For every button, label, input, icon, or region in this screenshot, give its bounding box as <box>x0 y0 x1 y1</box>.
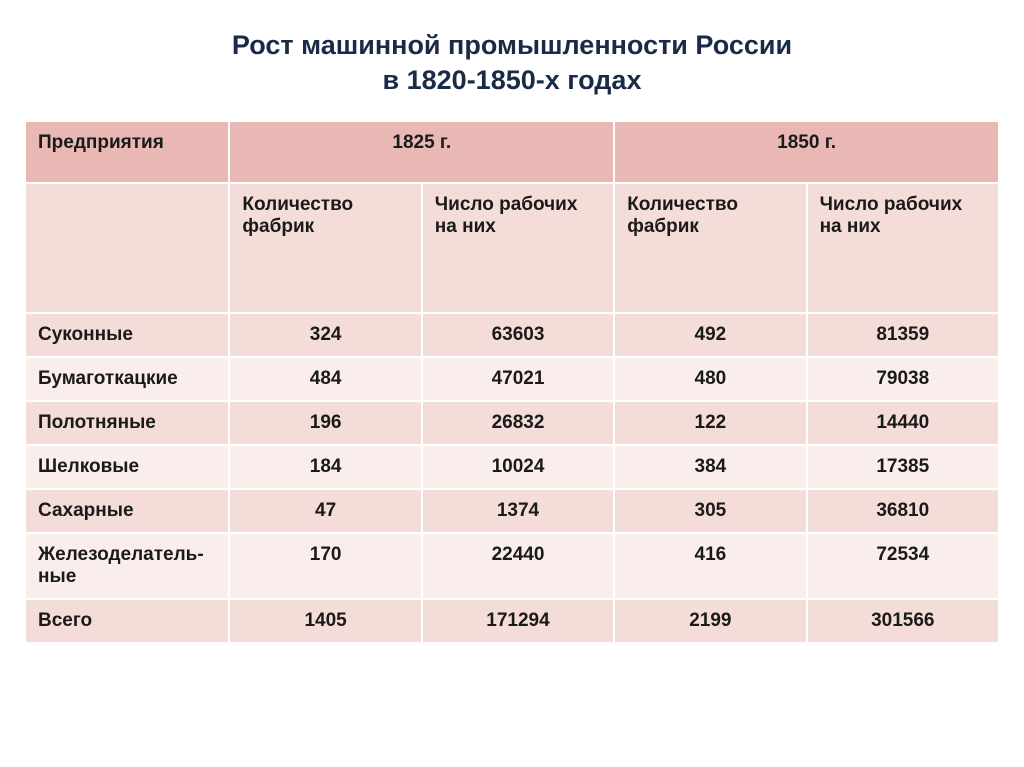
subheader-factories-1825: Количество фабрик <box>229 183 421 313</box>
cell-value: 14440 <box>807 401 999 445</box>
row-label: Сахарные <box>25 489 229 533</box>
subheader-blank <box>25 183 229 313</box>
cell-value: 17385 <box>807 445 999 489</box>
cell-value: 492 <box>614 313 806 357</box>
cell-value: 47021 <box>422 357 614 401</box>
cell-value: 79038 <box>807 357 999 401</box>
table-row: Суконные 324 63603 492 81359 <box>25 313 999 357</box>
row-label: Шелковые <box>25 445 229 489</box>
cell-value: 47 <box>229 489 421 533</box>
table-row: Бумаготкацкие 484 47021 480 79038 <box>25 357 999 401</box>
cell-value: 480 <box>614 357 806 401</box>
row-label: Всего <box>25 599 229 643</box>
industry-table: Предприятия 1825 г. 1850 г. Количество ф… <box>24 120 1000 644</box>
cell-value: 170 <box>229 533 421 599</box>
subheader-workers-1825: Число рабочих на них <box>422 183 614 313</box>
cell-value: 36810 <box>807 489 999 533</box>
row-label: Бумаготкацкие <box>25 357 229 401</box>
cell-value: 384 <box>614 445 806 489</box>
table-row: Полотняные 196 26832 122 14440 <box>25 401 999 445</box>
cell-value: 81359 <box>807 313 999 357</box>
cell-value: 1405 <box>229 599 421 643</box>
table-subheader-row: Количество фабрик Число рабочих на них К… <box>25 183 999 313</box>
cell-value: 63603 <box>422 313 614 357</box>
row-label: Железоделатель-ные <box>25 533 229 599</box>
cell-value: 26832 <box>422 401 614 445</box>
cell-value: 416 <box>614 533 806 599</box>
cell-value: 301566 <box>807 599 999 643</box>
cell-value: 324 <box>229 313 421 357</box>
table-row: Шелковые 184 10024 384 17385 <box>25 445 999 489</box>
table-row: Сахарные 47 1374 305 36810 <box>25 489 999 533</box>
cell-value: 305 <box>614 489 806 533</box>
cell-value: 171294 <box>422 599 614 643</box>
title-line-2: в 1820-1850-х годах <box>383 65 642 95</box>
header-year-1850: 1850 г. <box>614 121 999 183</box>
cell-value: 10024 <box>422 445 614 489</box>
table-header-row: Предприятия 1825 г. 1850 г. <box>25 121 999 183</box>
cell-value: 196 <box>229 401 421 445</box>
title-line-1: Рост машинной промышленности России <box>232 30 792 60</box>
row-label: Полотняные <box>25 401 229 445</box>
cell-value: 484 <box>229 357 421 401</box>
table-row-total: Всего 1405 171294 2199 301566 <box>25 599 999 643</box>
cell-value: 1374 <box>422 489 614 533</box>
cell-value: 72534 <box>807 533 999 599</box>
table-row: Железоделатель-ные 170 22440 416 72534 <box>25 533 999 599</box>
subheader-factories-1850: Количество фабрик <box>614 183 806 313</box>
cell-value: 184 <box>229 445 421 489</box>
header-enterprises: Предприятия <box>25 121 229 183</box>
subheader-workers-1850: Число рабочих на них <box>807 183 999 313</box>
cell-value: 22440 <box>422 533 614 599</box>
page-title: Рост машинной промышленности России в 18… <box>24 28 1000 98</box>
cell-value: 122 <box>614 401 806 445</box>
header-year-1825: 1825 г. <box>229 121 614 183</box>
cell-value: 2199 <box>614 599 806 643</box>
row-label: Суконные <box>25 313 229 357</box>
